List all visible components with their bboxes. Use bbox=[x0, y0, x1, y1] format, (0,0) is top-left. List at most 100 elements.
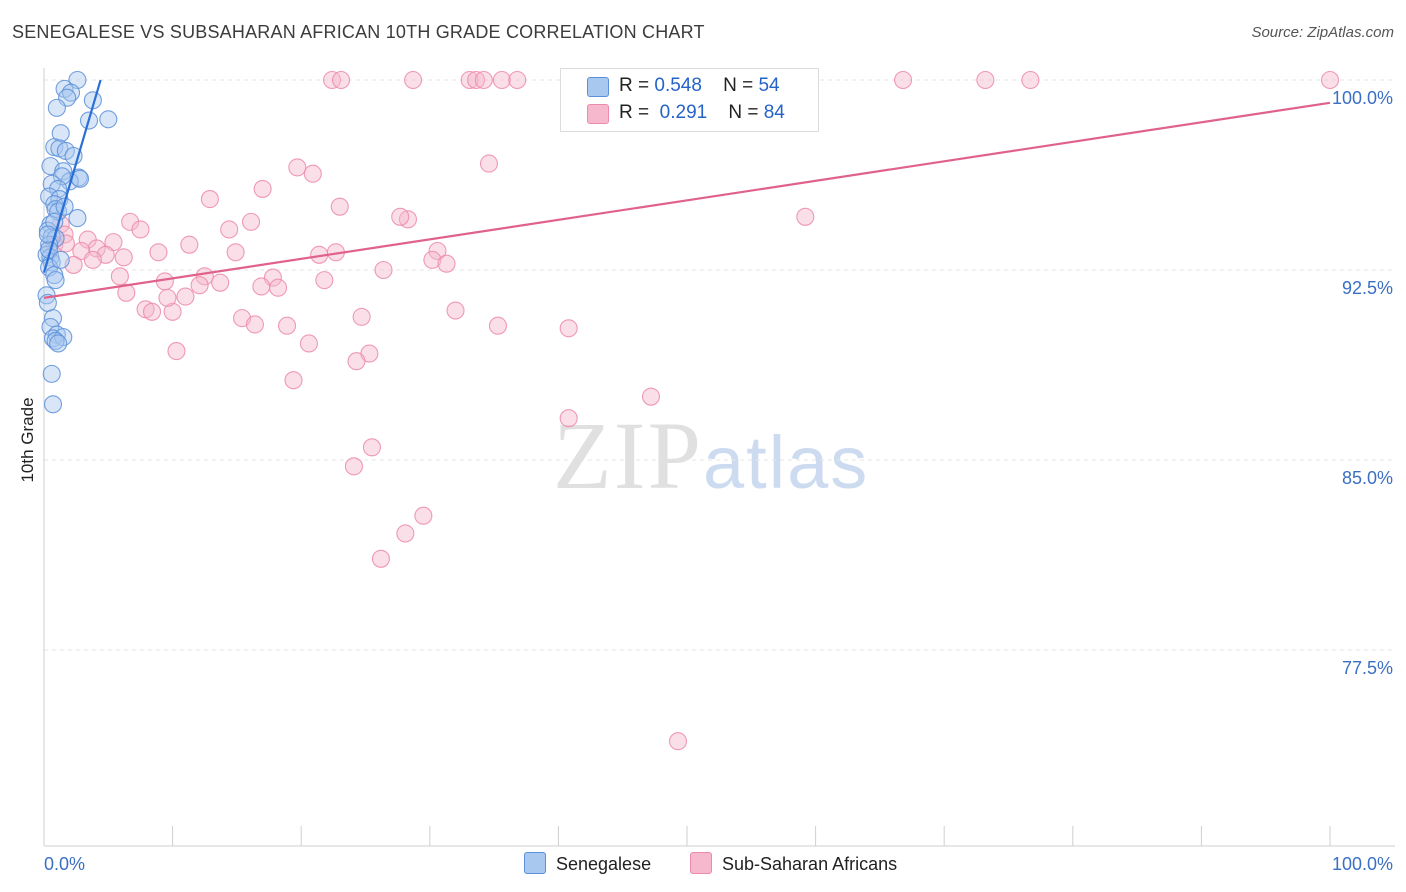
point-subsaharan bbox=[391, 207, 410, 226]
y-tick-label: 100.0% bbox=[1332, 88, 1393, 108]
point-subsaharan bbox=[167, 342, 186, 361]
series-points bbox=[37, 70, 1340, 751]
point-subsaharan bbox=[344, 457, 363, 476]
point-subsaharan bbox=[347, 352, 366, 371]
point-senegalese bbox=[43, 395, 63, 414]
point-subsaharan bbox=[479, 154, 499, 173]
point-subsaharan bbox=[641, 387, 661, 406]
legend-swatch-pink bbox=[587, 104, 609, 124]
point-senegalese bbox=[68, 209, 87, 228]
grid-lines bbox=[44, 79, 1395, 651]
point-subsaharan bbox=[332, 70, 351, 90]
point-subsaharan bbox=[362, 438, 381, 457]
trend-line-subsaharan bbox=[43, 101, 1331, 299]
point-subsaharan bbox=[428, 241, 447, 261]
y-tick-label: 77.5% bbox=[1342, 658, 1393, 678]
point-subsaharan bbox=[446, 301, 465, 320]
point-senegalese bbox=[47, 98, 66, 117]
point-senegalese bbox=[46, 271, 65, 290]
point-subsaharan bbox=[299, 334, 318, 353]
legend-n-value: 84 bbox=[763, 102, 785, 123]
y-tick-label: 85.0% bbox=[1342, 468, 1393, 488]
point-subsaharan bbox=[1021, 70, 1040, 90]
point-subsaharan bbox=[142, 302, 162, 321]
point-subsaharan bbox=[1320, 70, 1340, 90]
y-tick-label: 92.5% bbox=[1342, 278, 1393, 298]
point-subsaharan bbox=[893, 70, 913, 90]
point-subsaharan bbox=[131, 220, 150, 239]
point-subsaharan bbox=[284, 371, 303, 390]
point-subsaharan bbox=[245, 315, 264, 334]
point-subsaharan bbox=[374, 260, 393, 280]
bottom-legend-swatch-blue bbox=[524, 852, 546, 874]
point-subsaharan bbox=[559, 409, 578, 428]
point-subsaharan bbox=[211, 273, 230, 292]
legend-r-value: 0.548 bbox=[654, 75, 702, 96]
point-subsaharan bbox=[371, 549, 390, 568]
point-subsaharan bbox=[488, 316, 508, 335]
point-subsaharan bbox=[404, 70, 423, 90]
point-subsaharan bbox=[241, 212, 261, 231]
point-subsaharan bbox=[190, 276, 209, 295]
point-subsaharan bbox=[315, 271, 334, 290]
point-senegalese bbox=[38, 225, 57, 244]
point-subsaharan bbox=[176, 287, 195, 306]
legend-n-label: N = bbox=[728, 102, 759, 123]
point-senegalese bbox=[99, 110, 118, 129]
legend-r-value: 0.291 bbox=[659, 102, 708, 123]
point-subsaharan bbox=[163, 302, 182, 321]
legend-swatch-blue bbox=[587, 77, 609, 97]
point-senegalese bbox=[55, 197, 74, 216]
point-subsaharan bbox=[474, 70, 493, 90]
bottom-legend-subsaharan: Sub-Saharan Africans bbox=[690, 852, 897, 875]
watermark: ZIPatlas bbox=[553, 400, 869, 511]
legend-text: R = 0.548 N = 54 bbox=[619, 75, 780, 97]
point-subsaharan bbox=[226, 243, 245, 262]
legend-n-value: 54 bbox=[758, 75, 780, 96]
point-subsaharan bbox=[288, 158, 307, 177]
legend-text: R = 0.291 N = 84 bbox=[619, 102, 785, 124]
point-subsaharan bbox=[278, 316, 297, 335]
point-senegalese bbox=[49, 334, 68, 353]
legend-n-label: N = bbox=[723, 75, 754, 96]
point-subsaharan bbox=[303, 164, 322, 183]
axes bbox=[43, 68, 1395, 847]
trend-line-senegalese bbox=[42, 79, 102, 273]
point-subsaharan bbox=[414, 506, 433, 525]
point-subsaharan bbox=[269, 278, 288, 297]
point-subsaharan bbox=[796, 207, 815, 226]
point-subsaharan bbox=[110, 267, 129, 286]
point-subsaharan bbox=[396, 524, 415, 543]
bottom-legend-senegalese: Senegalese bbox=[524, 852, 651, 875]
point-subsaharan bbox=[252, 277, 271, 296]
x-tick-labels: 0.0% 100.0% bbox=[44, 854, 1393, 874]
x-tick-label: 100.0% bbox=[1332, 854, 1393, 874]
point-subsaharan bbox=[114, 248, 133, 267]
point-senegalese bbox=[46, 331, 65, 350]
point-subsaharan bbox=[200, 190, 219, 209]
point-subsaharan bbox=[437, 254, 456, 273]
point-subsaharan bbox=[976, 70, 995, 90]
watermark-atlas: atlas bbox=[703, 421, 870, 504]
point-subsaharan bbox=[149, 243, 168, 262]
y-tick-labels: 100.0% 92.5% 85.0% 77.5% bbox=[1332, 88, 1393, 678]
legend-r-label: R = bbox=[619, 75, 650, 96]
point-subsaharan bbox=[559, 319, 578, 338]
point-senegalese bbox=[41, 317, 60, 337]
x-tick-label: 0.0% bbox=[44, 854, 85, 874]
bottom-legend-label: Sub-Saharan Africans bbox=[722, 854, 898, 874]
point-subsaharan bbox=[492, 70, 511, 90]
chart-title: SENEGALESE VS SUBSAHARAN AFRICAN 10TH GR… bbox=[12, 22, 705, 42]
point-senegalese bbox=[51, 250, 70, 269]
point-subsaharan bbox=[352, 307, 371, 326]
point-subsaharan bbox=[508, 70, 527, 90]
point-senegalese bbox=[42, 364, 61, 383]
point-subsaharan bbox=[467, 70, 486, 90]
source-label: Source: ZipAtlas.com bbox=[1251, 24, 1394, 41]
trend-lines bbox=[42, 79, 1331, 299]
point-subsaharan bbox=[423, 250, 442, 269]
bottom-legend-swatch-pink bbox=[690, 852, 712, 874]
point-subsaharan bbox=[87, 239, 106, 258]
stats-legend: R = 0.548 N = 54 R = 0.291 N = 84 bbox=[560, 68, 819, 132]
